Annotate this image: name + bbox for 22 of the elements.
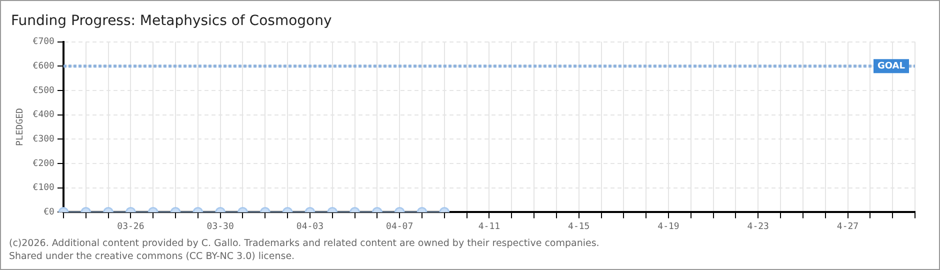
x-tick-label: 4-15 [568,222,590,232]
x-tick-label: 03-26 [117,222,144,232]
x-tick-label: 4-27 [836,222,859,232]
x-tick-label: 4-11 [478,222,500,232]
x-tick-label: 03-30 [206,222,234,232]
y-tick-label: €400 [32,110,54,120]
y-tick-label: €200 [32,158,54,169]
x-tick-label: 4-19 [658,222,680,232]
y-tick-label: €500 [32,86,54,96]
x-tick-label: 04-07 [386,222,414,232]
text: Shared under the creative commons (CC BY-NC 3.0) license. [9,250,296,263]
text: (c)2026. Additional content provided by C. Gallo. Trademarks and related content are owned by their respective companies. [9,237,600,250]
chart-title: Funding Progress: Metaphysics of Cosmogony [11,13,332,30]
x-tick-label: 04-03 [296,222,324,232]
y-tick-label: €600 [32,61,54,72]
y-tick-label: €300 [32,134,54,145]
y-axis-title: PLEDGED [16,108,26,146]
y-tick-label: €0 [44,208,54,218]
x-tick-label: 4-23 [747,222,769,232]
ref-line-label: GOAL [878,61,906,72]
y-tick-label: €700 [32,37,54,48]
y-tick-label: €100 [32,183,54,194]
